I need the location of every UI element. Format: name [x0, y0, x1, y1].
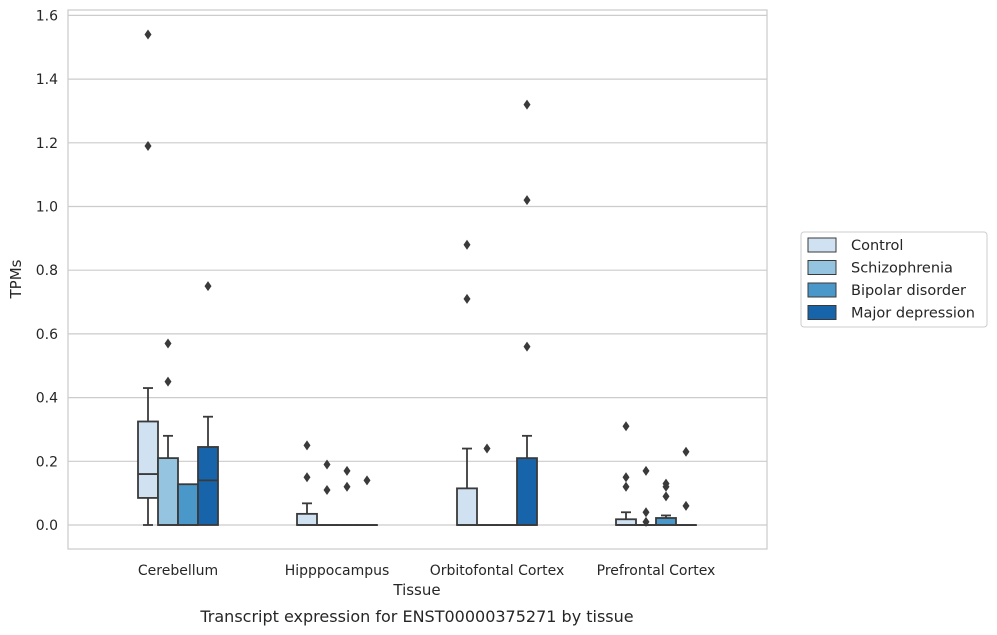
legend-swatch — [807, 260, 837, 275]
box-major-depression-0 — [197, 281, 219, 526]
outlier-point — [463, 239, 471, 250]
x-tick-labels: Cerebellum Hipppocampus Orbitofontal Corte… — [138, 563, 715, 579]
legend-frame — [800, 231, 988, 328]
box-major-depression-1 — [356, 475, 378, 527]
outlier-point — [343, 481, 351, 492]
box-body — [655, 517, 677, 526]
outlier-point — [164, 338, 172, 349]
legend-swatch — [807, 237, 837, 253]
y-tick-label: 1.6 — [36, 8, 58, 24]
box-body — [177, 483, 199, 526]
outlier-point — [622, 472, 630, 483]
box-body — [456, 487, 478, 526]
x-tick-label: Cerebellum — [138, 563, 218, 579]
y-axis-label: TPMs — [7, 259, 25, 299]
box-control-0 — [137, 29, 159, 526]
legend: Control Schizophrenia Bipolar disorder Majo… — [800, 231, 988, 328]
outlier-point — [642, 507, 650, 518]
outlier-point — [622, 481, 630, 492]
outlier-point — [323, 459, 331, 470]
outlier-point — [523, 195, 531, 206]
plot-frame — [67, 9, 768, 550]
y-tick-label: 1.4 — [36, 72, 58, 88]
outlier-point — [323, 484, 331, 495]
box-body — [516, 457, 538, 526]
outlier-point — [483, 443, 491, 454]
outlier-point — [164, 376, 172, 387]
y-tick-label: 0.6 — [36, 327, 58, 343]
box-major-depression-3 — [675, 446, 697, 527]
y-tick-label: 1.0 — [36, 200, 58, 216]
outlier-point — [144, 140, 152, 151]
box-body — [137, 420, 159, 499]
y-tick-label: 0.4 — [36, 391, 58, 407]
y-tick-label: 1.2 — [36, 136, 58, 152]
x-tick-label: Prefrontal Cortex — [597, 563, 716, 579]
box-control-3 — [615, 421, 637, 526]
outlier-point — [642, 516, 650, 527]
outlier-point — [662, 478, 670, 489]
legend-swatch — [807, 305, 837, 320]
box-body — [296, 512, 318, 526]
legend-label: Bipolar disorder — [851, 283, 966, 299]
box-body — [157, 457, 179, 526]
legend-label: Control — [851, 238, 903, 254]
outlier-point — [682, 446, 690, 457]
x-tick-label: Hipppocampus — [285, 563, 390, 579]
outlier-point — [662, 491, 670, 502]
outlier-point — [303, 440, 311, 451]
plot-background — [68, 10, 767, 549]
outlier-point — [642, 465, 650, 476]
y-tick-label: 0.0 — [36, 518, 58, 534]
box-major-depression-2 — [516, 99, 538, 526]
outlier-point — [363, 475, 371, 486]
box-control-1 — [296, 440, 318, 526]
x-tick-label: Orbitofontal Cortex — [430, 563, 565, 579]
outlier-point — [204, 281, 212, 292]
legend-label: Schizophrenia — [851, 261, 953, 277]
legend-swatch — [807, 282, 837, 298]
outlier-point — [144, 29, 152, 40]
box-body — [197, 446, 219, 526]
outlier-point — [343, 465, 351, 476]
chart-caption: Transcript expression for ENST0000037527… — [199, 607, 633, 626]
box-schizophrenia-2 — [476, 443, 498, 527]
y-tick-labels: 0.0 0.2 0.4 0.6 0.8 1.0 1.2 1.4 1.6 — [36, 8, 58, 534]
legend-label: Major depression — [851, 306, 975, 322]
outlier-point — [523, 341, 531, 352]
box-groups — [137, 29, 697, 527]
outlier-point — [303, 472, 311, 483]
box-bipolar-disorder-0 — [177, 483, 199, 526]
outlier-point — [622, 421, 630, 432]
outlier-point — [682, 500, 690, 511]
box-bipolar-disorder-3 — [655, 478, 677, 526]
box-control-2 — [456, 239, 478, 526]
y-tick-label: 0.8 — [36, 263, 58, 279]
y-tick-label: 0.2 — [36, 454, 58, 470]
x-axis-label: Tissue — [392, 581, 440, 599]
outlier-point — [463, 293, 471, 304]
outlier-point — [523, 99, 531, 110]
